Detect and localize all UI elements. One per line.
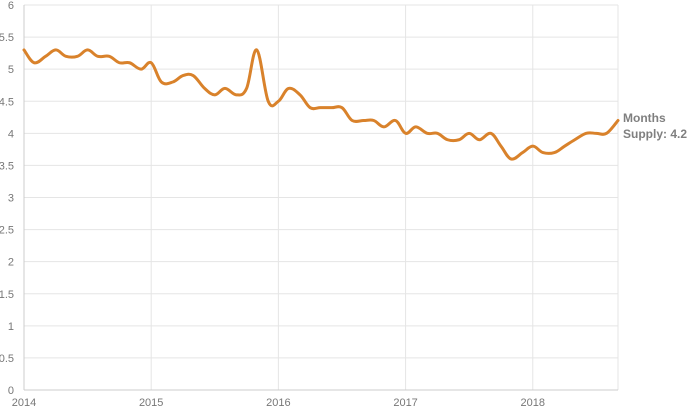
end-annotation: Months Supply: 4.2 (623, 111, 687, 141)
end-label-line-1: Months (623, 111, 666, 125)
x-tick-label: 2016 (266, 397, 290, 408)
y-tick-label: 4 (8, 128, 14, 140)
gridlines (23, 4, 619, 391)
y-tick-label: 1.5 (0, 289, 14, 301)
y-tick-label: 0 (8, 385, 14, 397)
x-tick-label: 2014 (12, 397, 36, 408)
y-tick-label: 2 (8, 257, 14, 269)
y-tick-label: 1 (8, 321, 14, 333)
y-tick-label: 3 (8, 193, 14, 205)
x-tick-label: 2015 (139, 397, 163, 408)
series-line (22, 48, 620, 161)
tick-labels: 0 0.5 1 1.5 2 2.5 3 3.5 4 4.5 5 5.5 6 2014 2015 2016 201… (0, 0, 545, 408)
y-tick-label: 6 (8, 0, 14, 12)
x-tick-label: 2017 (393, 397, 417, 408)
y-tick-label: 2.5 (0, 225, 14, 237)
y-tick-label: 4.5 (0, 96, 14, 108)
end-label-line-2: Supply: 4.2 (623, 127, 687, 141)
y-tick-label: 3.5 (0, 160, 14, 172)
series-layer (22, 48, 620, 161)
y-tick-label: 5.5 (0, 32, 14, 44)
y-tick-label: 0.5 (0, 353, 14, 365)
y-tick-label: 5 (8, 64, 14, 76)
x-tick-label: 2018 (521, 397, 545, 408)
